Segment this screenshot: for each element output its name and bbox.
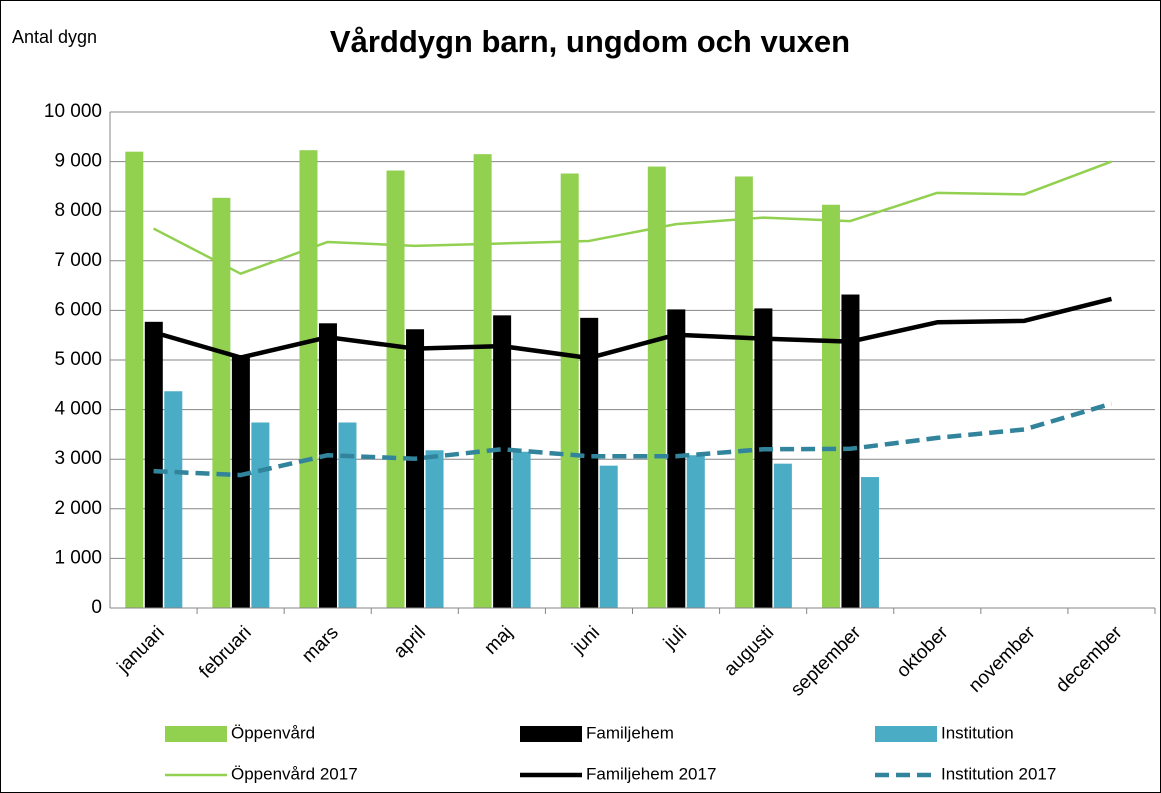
y-tick-label: 6 000 xyxy=(54,299,102,320)
bar xyxy=(580,317,599,608)
legend-swatch xyxy=(875,726,937,742)
legend-label: Institution 2017 xyxy=(941,764,1056,783)
bar xyxy=(212,197,231,609)
y-tick-label: 0 xyxy=(91,597,102,618)
line xyxy=(152,160,1112,275)
bar xyxy=(686,455,705,608)
bar xyxy=(425,450,444,608)
bar xyxy=(338,422,357,608)
bar xyxy=(251,422,270,608)
bar xyxy=(406,329,425,608)
legend-label: Institution xyxy=(941,723,1014,742)
bar xyxy=(734,176,753,609)
bar xyxy=(512,451,531,608)
line xyxy=(153,401,1113,478)
line xyxy=(152,296,1113,361)
bar xyxy=(144,321,163,608)
bar xyxy=(841,294,860,608)
y-tick-label: 1 000 xyxy=(54,547,102,568)
y-tick-label: 10 000 xyxy=(44,101,102,122)
y-tick-label: 9 000 xyxy=(54,151,102,172)
bar xyxy=(860,477,879,608)
bar xyxy=(318,323,337,608)
legend-label: Öppenvård xyxy=(231,723,315,742)
legend-swatch xyxy=(520,726,582,742)
bar xyxy=(164,391,183,608)
bar xyxy=(125,151,144,608)
bar xyxy=(773,463,792,608)
bar xyxy=(473,154,492,608)
bar xyxy=(821,204,840,608)
y-axis-label: Antal dygn xyxy=(12,27,97,47)
legend-label: Familjehem 2017 xyxy=(586,764,716,783)
y-tick-label: 5 000 xyxy=(54,349,102,370)
legend-label: Familjehem xyxy=(586,723,674,742)
bar xyxy=(754,308,773,608)
bar xyxy=(599,465,618,608)
y-tick-label: 2 000 xyxy=(54,498,102,519)
bar xyxy=(386,170,405,608)
chart-title: Vårddygn barn, ungdom och vuxen xyxy=(330,24,850,59)
bar xyxy=(560,173,579,608)
y-tick-label: 7 000 xyxy=(54,250,102,271)
bar xyxy=(231,355,250,608)
bar xyxy=(647,166,666,608)
legend-label: Öppenvård 2017 xyxy=(231,764,358,783)
y-tick-label: 3 000 xyxy=(54,448,102,469)
bar xyxy=(299,150,318,608)
y-tick-label: 8 000 xyxy=(54,200,102,221)
bar xyxy=(493,315,512,608)
legend-swatch xyxy=(165,726,227,742)
bar xyxy=(667,309,686,608)
y-tick-label: 4 000 xyxy=(54,399,102,420)
